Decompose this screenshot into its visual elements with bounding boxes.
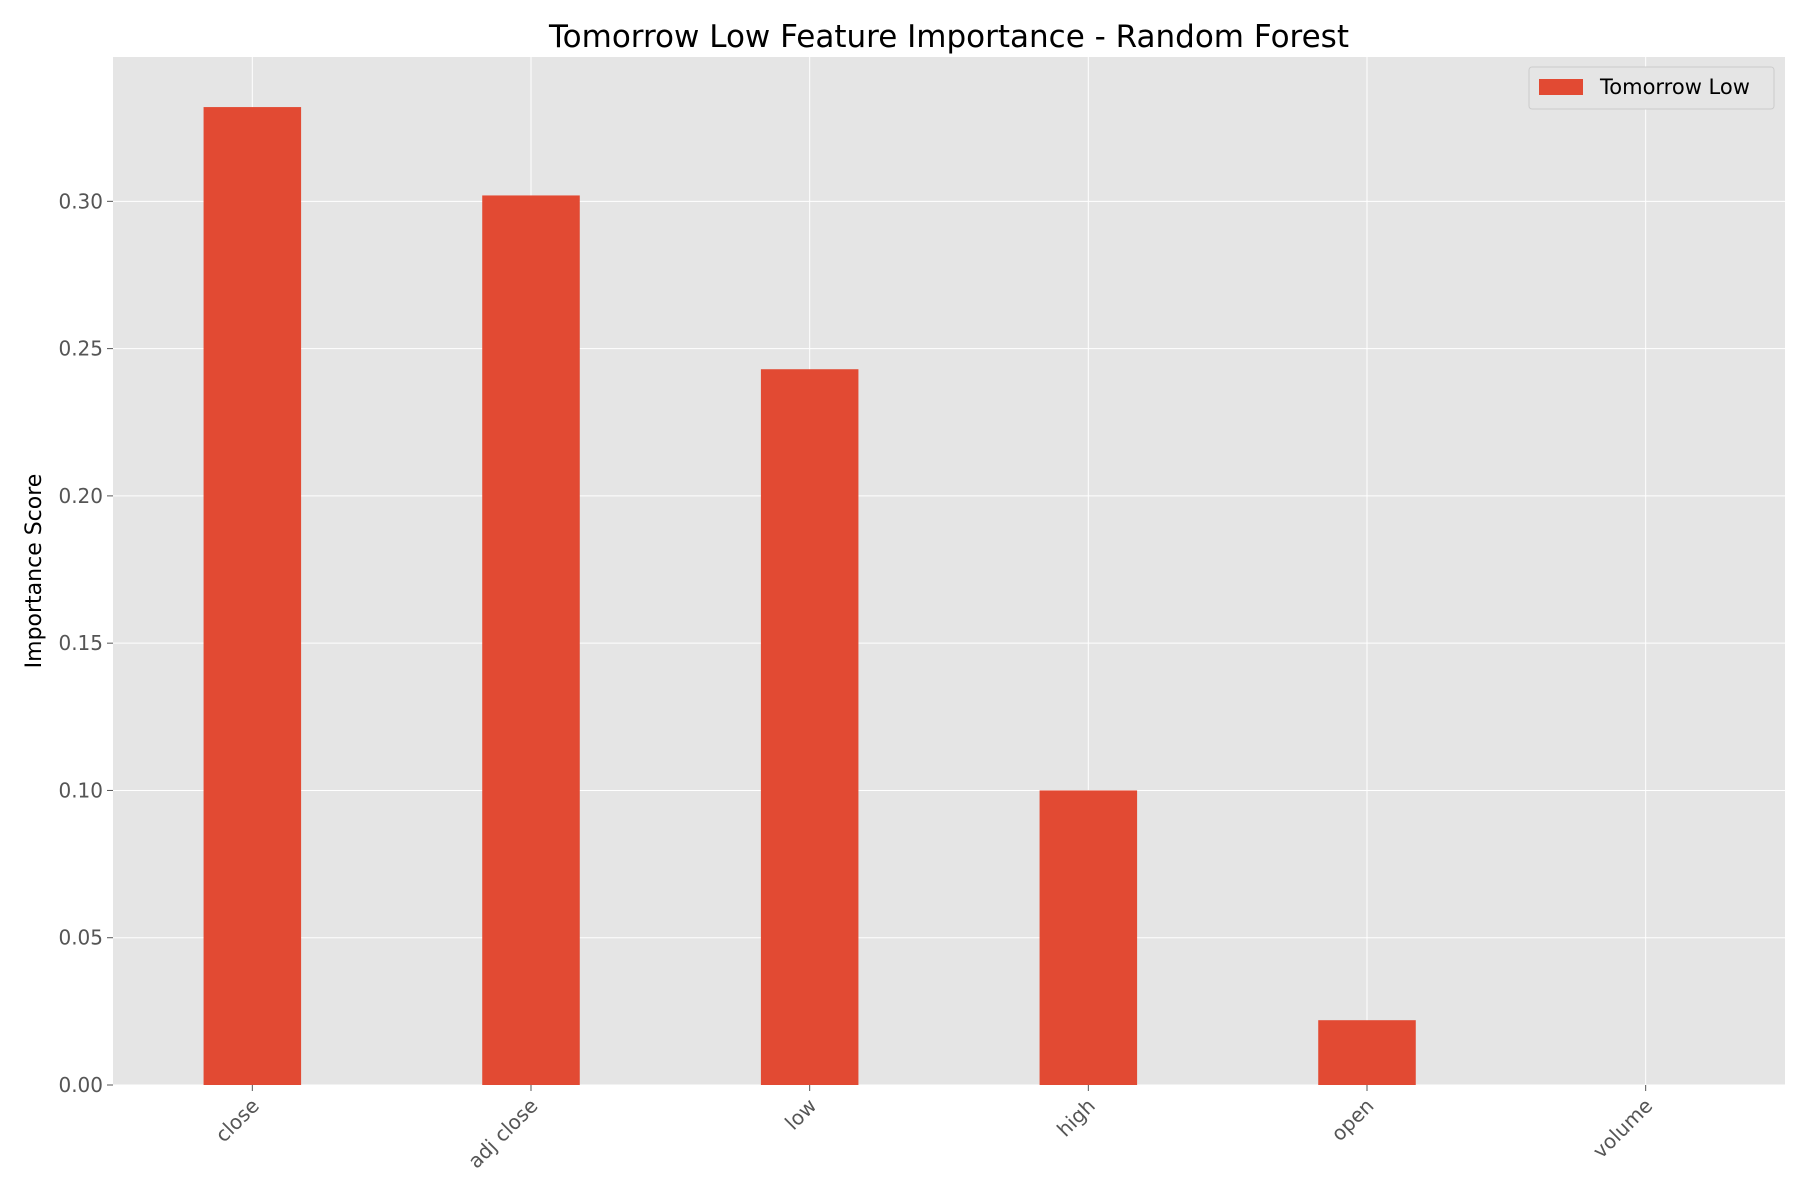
- x-tick-label: high: [1052, 1094, 1100, 1142]
- y-tick-label: 0.30: [58, 189, 103, 213]
- bar-layer: [203, 107, 1416, 1085]
- x-tick-label: close: [210, 1094, 263, 1147]
- legend: Tomorrow Low: [1528, 66, 1775, 110]
- legend-box: [1528, 66, 1775, 110]
- plot-background: [113, 57, 1785, 1085]
- bar-close: [203, 107, 302, 1085]
- x-tick-label: adj close: [463, 1094, 542, 1173]
- bar-low: [760, 369, 859, 1085]
- y-tick-label: 0.00: [58, 1073, 103, 1097]
- bar-adj-close: [482, 195, 580, 1085]
- y-tick-label: 0.10: [58, 778, 103, 802]
- bar-open: [1318, 1020, 1416, 1085]
- x-tick-label: volume: [1588, 1094, 1657, 1163]
- x-tick-label: open: [1326, 1094, 1378, 1146]
- legend-label: Tomorrow Low: [1599, 75, 1750, 99]
- chart-title: Tomorrow Low Feature Importance - Random…: [548, 19, 1349, 55]
- legend-swatch: [1539, 79, 1583, 95]
- y-axis-label: Importance Score: [22, 474, 47, 669]
- y-tick-label: 0.15: [58, 631, 103, 655]
- bar-high: [1039, 790, 1138, 1085]
- y-tick-label: 0.05: [58, 926, 103, 950]
- y-tick-label: 0.25: [58, 337, 103, 361]
- y-tick-label: 0.20: [58, 484, 103, 508]
- grid-layer: [113, 57, 1785, 1086]
- x-tick-label: low: [780, 1094, 821, 1135]
